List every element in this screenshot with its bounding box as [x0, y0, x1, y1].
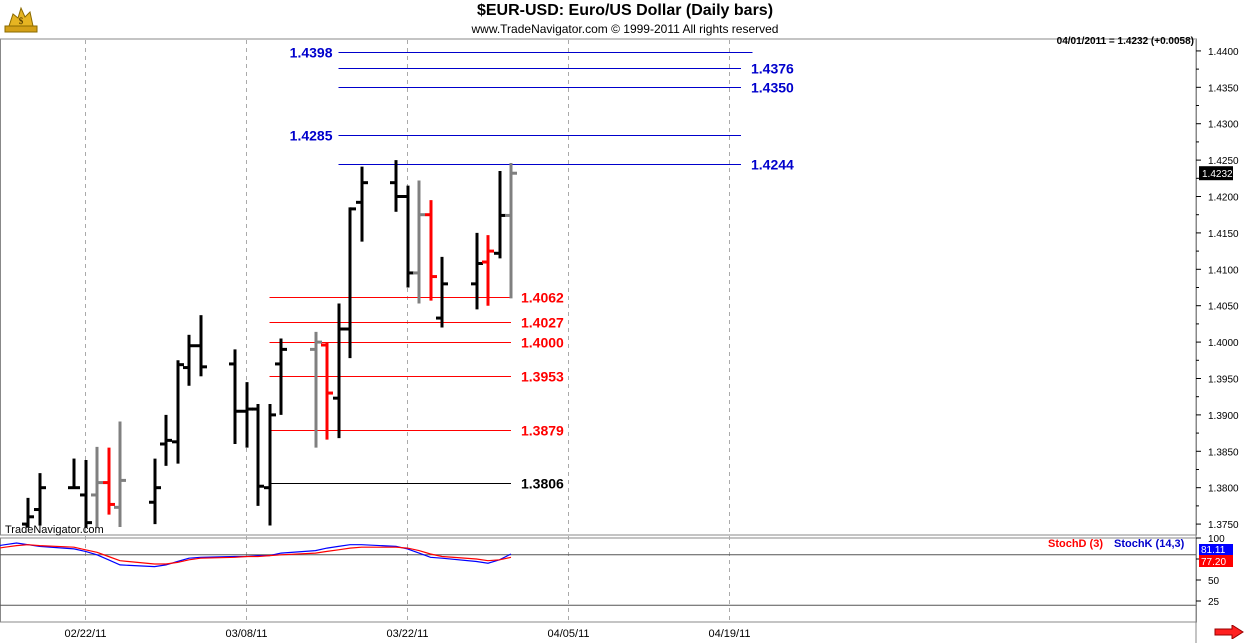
- level-label: 1.3806: [521, 476, 564, 492]
- ohlc-bar: [356, 166, 368, 242]
- level-label: 1.4000: [521, 335, 564, 351]
- stoch-tick-label: 25: [1208, 597, 1220, 608]
- stoch-tick-label: 50: [1208, 576, 1220, 587]
- ohlc-bar: [80, 460, 92, 528]
- ohlc-bar: [402, 185, 414, 288]
- watermark: TradeNavigator.com: [5, 524, 104, 536]
- ohlc-bar: [229, 349, 241, 445]
- y-tick-label: 1.4150: [1208, 229, 1239, 240]
- ohlc-bar: [68, 458, 80, 490]
- y-tick-label: 1.4200: [1208, 193, 1239, 204]
- price-panel-frame: [0, 38, 1197, 536]
- y-tick-label: 1.3750: [1208, 520, 1239, 531]
- ohlc-bar: [252, 403, 264, 506]
- y-tick-label: 1.4050: [1208, 302, 1239, 313]
- ohlc-bar: [241, 382, 253, 448]
- stochk-line: [0, 542, 512, 568]
- ohlc-bar: [321, 342, 333, 440]
- ohlc-bar: [264, 403, 276, 526]
- chart-title: $EUR-USD: Euro/US Dollar (Daily bars): [476, 2, 774, 19]
- last-price-text: 1.4232: [1202, 169, 1233, 180]
- stochk-legend: StochK (14,3): [1114, 538, 1185, 550]
- ohlc-bar: [172, 360, 184, 464]
- level-label: 1.3953: [521, 369, 564, 385]
- y-tick-label: 1.3800: [1208, 484, 1239, 495]
- red-arrow-right-icon[interactable]: [1214, 625, 1244, 639]
- ohlc-bar: [494, 171, 506, 259]
- level-label: 1.4285: [290, 128, 333, 144]
- chart-subtitle: www.TradeNavigator.com © 1999-2011 All r…: [471, 22, 779, 36]
- stochd-readout-box: [1199, 555, 1233, 567]
- stochk-readout: 81.11: [1201, 545, 1226, 556]
- ohlc-bar: [34, 473, 46, 526]
- ohlc-bar: [413, 180, 425, 304]
- y-tick-label: 1.4400: [1208, 47, 1239, 58]
- ohlc-bar: [482, 235, 494, 306]
- y-tick-label: 1.4000: [1208, 338, 1239, 349]
- ohlc-bar: [114, 421, 126, 527]
- level-label: 1.4376: [751, 61, 794, 77]
- ohlc-bar: [195, 315, 207, 377]
- x-tick-label: 04/05/11: [547, 628, 589, 640]
- bull-logo-icon: $: [4, 6, 38, 33]
- last-price-tag: [1199, 166, 1233, 181]
- y-tick-label: 1.3850: [1208, 447, 1239, 458]
- y-tick-label: 1.4100: [1208, 265, 1239, 276]
- ohlc-bar: [310, 331, 322, 448]
- last-price-info: 04/01/2011 = 1.4232 (+0.0058): [1056, 36, 1194, 47]
- stochd-readout: 77.20: [1201, 557, 1226, 568]
- ohlc-bar: [436, 256, 448, 328]
- x-tick-label: 02/22/11: [64, 628, 106, 640]
- ohlc-bar: [344, 207, 356, 359]
- ohlc-bar: [505, 163, 517, 299]
- level-label: 1.4398: [290, 45, 333, 61]
- stochd-legend: StochD (3): [1048, 538, 1103, 550]
- ohlc-bar: [91, 446, 103, 528]
- level-label: 1.3879: [521, 423, 564, 439]
- y-tick-label: 1.4250: [1208, 156, 1239, 167]
- y-tick-label: 1.3900: [1208, 411, 1239, 422]
- y-tick-label: 1.4350: [1208, 83, 1239, 94]
- stoch-panel-frame: [0, 537, 1197, 623]
- ohlc-bar: [183, 334, 195, 386]
- ohlc-bar: [390, 160, 402, 212]
- stochd-line: [0, 544, 512, 565]
- ohlc-bar: [425, 200, 437, 301]
- x-tick-label: 03/22/11: [386, 628, 428, 640]
- level-label: 1.4350: [751, 80, 794, 96]
- x-tick-label: 03/08/11: [225, 628, 267, 640]
- level-label: 1.4062: [521, 290, 564, 306]
- stoch-tick-label: 100: [1208, 534, 1225, 545]
- ohlc-bar: [333, 303, 345, 439]
- y-tick-label: 1.3950: [1208, 374, 1239, 385]
- svg-text:$: $: [19, 16, 24, 26]
- ohlc-bar: [160, 414, 172, 466]
- ohlc-bar: [275, 338, 287, 415]
- x-tick-label: 04/19/11: [708, 628, 750, 640]
- level-label: 1.4244: [751, 157, 794, 173]
- ohlc-bar: [22, 497, 34, 528]
- ohlc-bar: [149, 458, 161, 525]
- ohlc-bar: [103, 447, 115, 515]
- level-label: 1.4027: [521, 315, 564, 331]
- stochk-readout-box: [1199, 544, 1233, 556]
- y-tick-label: 1.4300: [1208, 120, 1239, 131]
